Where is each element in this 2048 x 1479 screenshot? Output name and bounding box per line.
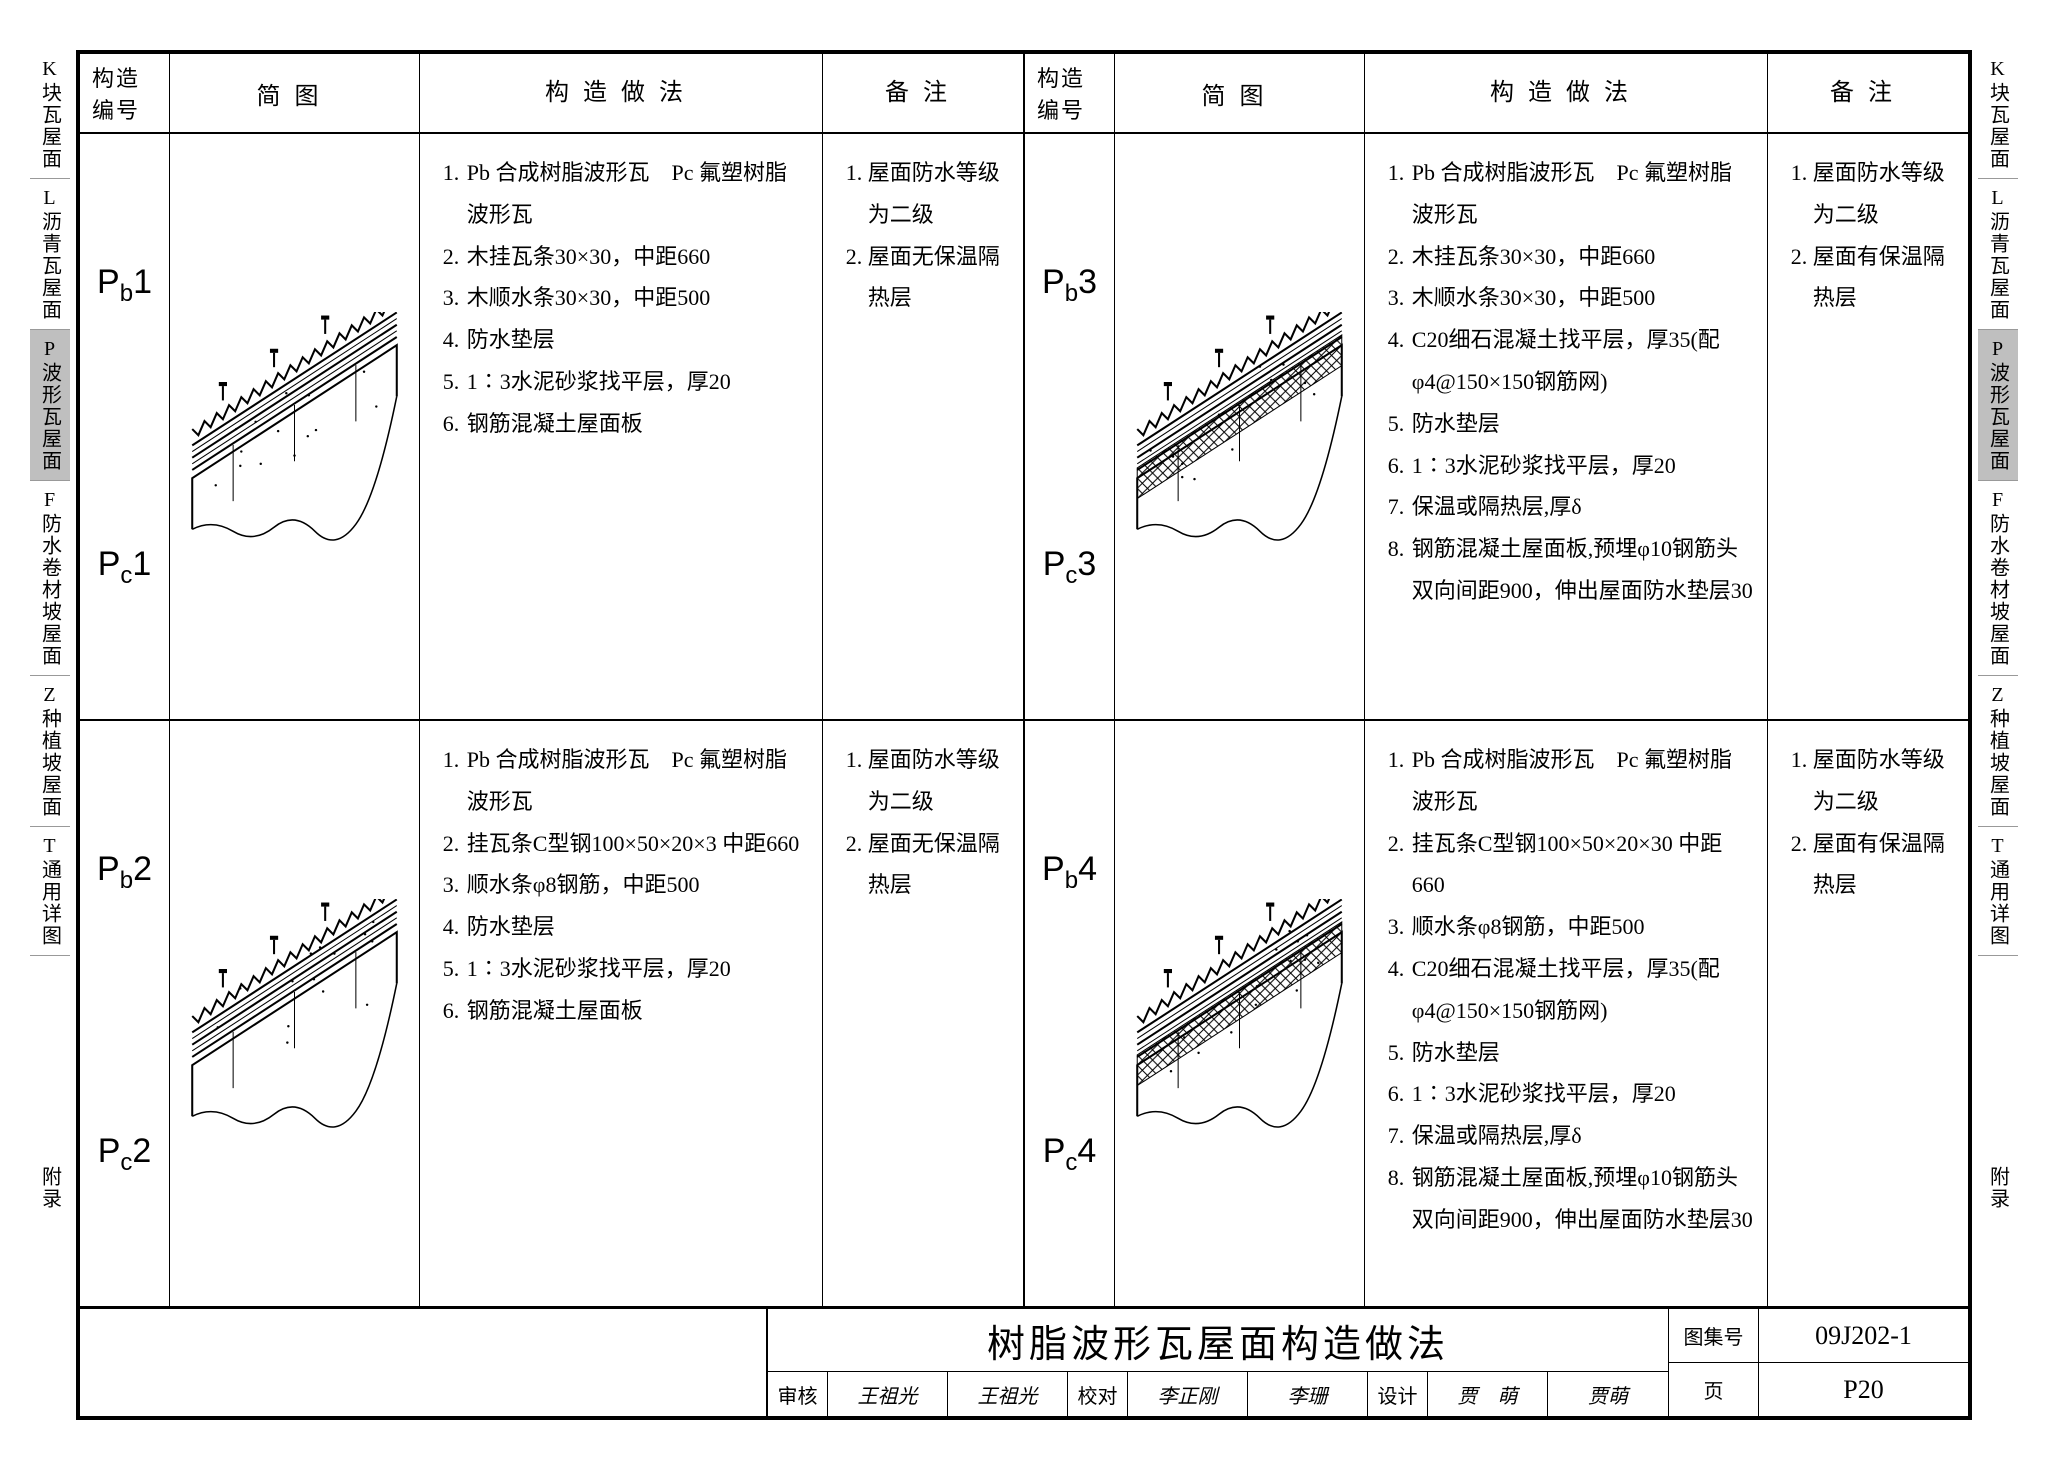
section-tab[interactable]: K块瓦屋面 — [1978, 50, 2018, 179]
tb-field-signature: 贾萌 — [1548, 1372, 1668, 1416]
remarks: 屋面防水等级为二级屋面无保温隔热层 — [823, 134, 1023, 719]
atlas-label: 图集号 — [1669, 1309, 1759, 1362]
right-section-tabs: K块瓦屋面L沥青瓦屋面P波形瓦屋面F防水卷材坡屋面Z种植坡屋面T通用详图附录 — [1978, 50, 2018, 1420]
remarks: 屋面防水等级为二级屋面无保温隔热层 — [823, 721, 1023, 1306]
title-block: 树脂波形瓦屋面构造做法 审核王祖光王祖光校对李正刚李珊设计贾 萌贾萌 图集号 0… — [80, 1306, 1968, 1416]
section-tab[interactable]: T通用详图 — [1978, 827, 2018, 956]
sheet-title: 树脂波形瓦屋面构造做法 — [768, 1309, 1668, 1372]
tb-field-name: 李正刚 — [1128, 1372, 1248, 1416]
construction-method: Pb 合成树脂波形瓦 Pc 氟塑树脂波形瓦木挂瓦条30×30，中距660木顺水条… — [1365, 134, 1768, 719]
section-tab[interactable]: Z种植坡屋面 — [1978, 676, 2018, 827]
section-tab[interactable]: K块瓦屋面 — [30, 50, 70, 179]
section-tab[interactable]: 附录 — [30, 956, 70, 1420]
construction-id: Pb3Pc3 — [1025, 134, 1115, 719]
construction-id: Pb4Pc4 — [1025, 721, 1115, 1306]
column-header-con: 构造做法 — [1365, 54, 1768, 132]
column-header-id: 构造编号 — [80, 54, 170, 132]
section-tab[interactable]: P波形瓦屋面 — [30, 330, 70, 481]
construction-id: Pb2Pc2 — [80, 721, 170, 1306]
section-sketch — [170, 721, 420, 1306]
column-header-rem: 备注 — [1768, 54, 1968, 132]
tb-field-name: 王祖光 — [828, 1372, 948, 1416]
tb-field-name: 贾 萌 — [1428, 1372, 1548, 1416]
section-sketch — [1115, 721, 1365, 1306]
page-number: P20 — [1759, 1363, 1968, 1416]
remarks: 屋面防水等级为二级屋面有保温隔热层 — [1768, 721, 1968, 1306]
tb-field-signature: 王祖光 — [948, 1372, 1068, 1416]
section-tab[interactable]: T通用详图 — [30, 827, 70, 956]
tb-field-label: 校对 — [1068, 1372, 1128, 1416]
tb-field-label: 审核 — [768, 1372, 828, 1416]
section-sketch — [1115, 134, 1365, 719]
column-header-fig: 简图 — [170, 54, 420, 132]
section-tab[interactable]: P波形瓦屋面 — [1978, 330, 2018, 481]
construction-id: Pb1Pc1 — [80, 134, 170, 719]
tb-field-label: 设计 — [1368, 1372, 1428, 1416]
section-tab[interactable]: L沥青瓦屋面 — [1978, 179, 2018, 330]
construction-method: Pb 合成树脂波形瓦 Pc 氟塑树脂波形瓦木挂瓦条30×30，中距660木顺水条… — [420, 134, 823, 719]
page-label: 页 — [1669, 1363, 1759, 1416]
section-tab[interactable]: 附录 — [1978, 956, 2018, 1420]
section-tab[interactable]: Z种植坡屋面 — [30, 676, 70, 827]
drawing-frame: 构造编号简图构造做法备注Pb1Pc1Pb 合成树脂波形瓦 Pc 氟塑树脂波形瓦木… — [76, 50, 1972, 1420]
section-sketch — [170, 134, 420, 719]
column-header-fig: 简图 — [1115, 54, 1365, 132]
column-header-id: 构造编号 — [1025, 54, 1115, 132]
column-header-con: 构造做法 — [420, 54, 823, 132]
section-tab[interactable]: F防水卷材坡屋面 — [1978, 481, 2018, 676]
construction-method: Pb 合成树脂波形瓦 Pc 氟塑树脂波形瓦挂瓦条C型钢100×50×20×30 … — [1365, 721, 1768, 1306]
remarks: 屋面防水等级为二级屋面有保温隔热层 — [1768, 134, 1968, 719]
tb-field-signature: 李珊 — [1248, 1372, 1368, 1416]
column-header-rem: 备注 — [823, 54, 1023, 132]
construction-method: Pb 合成树脂波形瓦 Pc 氟塑树脂波形瓦挂瓦条C型钢100×50×20×3 中… — [420, 721, 823, 1306]
section-tab[interactable]: L沥青瓦屋面 — [30, 179, 70, 330]
section-tab[interactable]: F防水卷材坡屋面 — [30, 481, 70, 676]
atlas-number: 09J202-1 — [1759, 1309, 1968, 1362]
left-section-tabs: K块瓦屋面L沥青瓦屋面P波形瓦屋面F防水卷材坡屋面Z种植坡屋面T通用详图附录 — [30, 50, 70, 1420]
